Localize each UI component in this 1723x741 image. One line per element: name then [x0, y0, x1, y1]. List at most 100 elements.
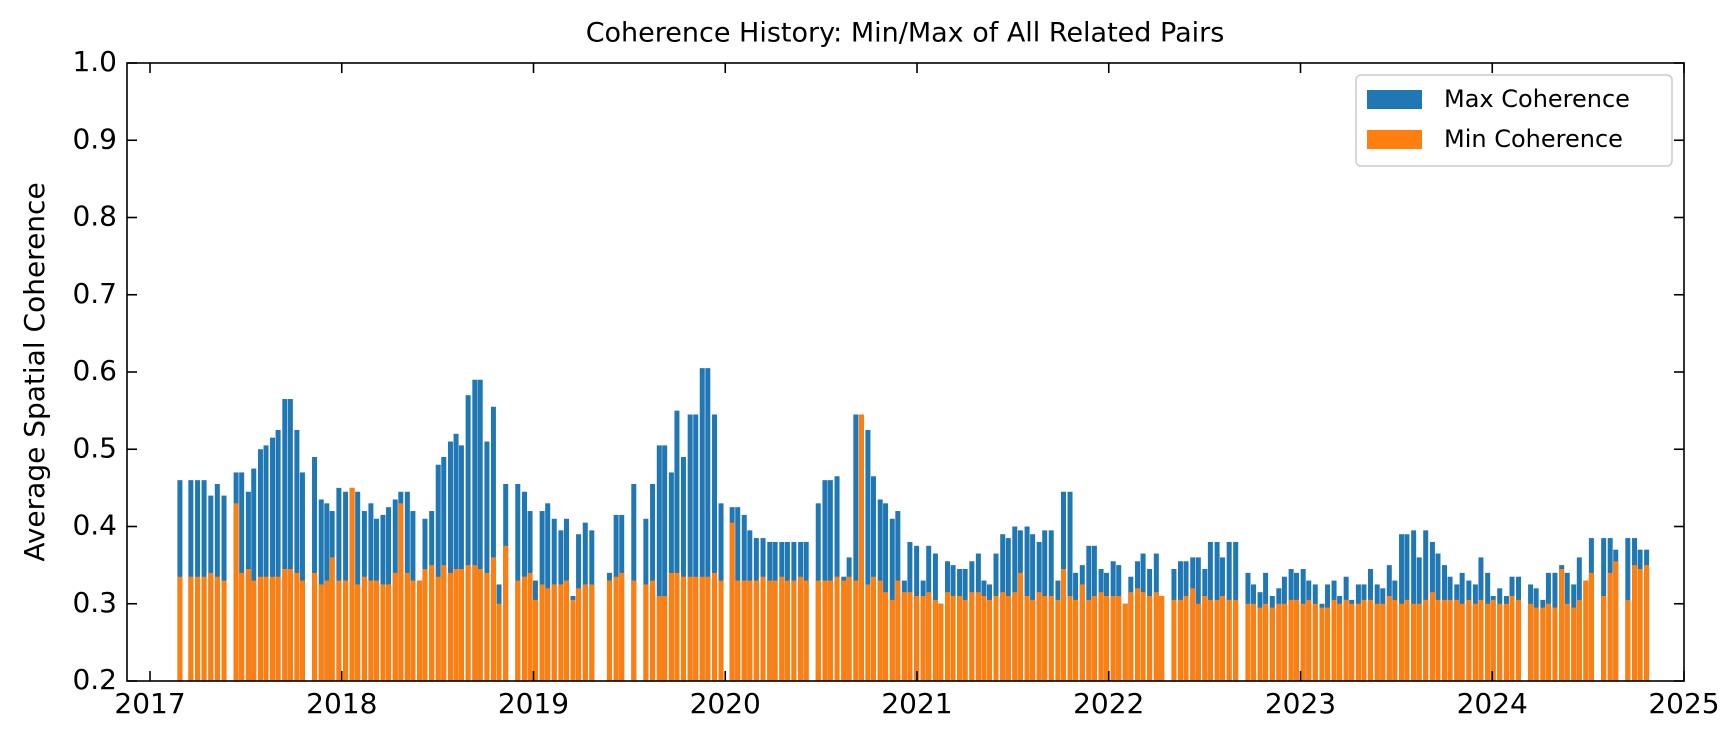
bar [1466, 599, 1472, 681]
bar [392, 572, 398, 681]
bar [1135, 588, 1141, 681]
bar [1000, 592, 1006, 681]
bar [1509, 596, 1515, 681]
legend-swatch [1367, 130, 1422, 149]
bar [1319, 607, 1325, 681]
bar [680, 576, 686, 681]
bar [503, 545, 509, 681]
bar [1312, 603, 1318, 681]
bar [1293, 599, 1299, 681]
bar [901, 592, 907, 681]
bar [606, 580, 612, 681]
bar [380, 584, 386, 681]
bar [1226, 599, 1232, 681]
bar [417, 580, 423, 681]
bar [1086, 599, 1092, 681]
bar [1103, 596, 1109, 681]
bar [1202, 596, 1208, 681]
bar [1288, 599, 1294, 681]
bar [532, 599, 538, 681]
bar [712, 572, 718, 681]
bar [1159, 596, 1165, 681]
bar [404, 572, 410, 681]
bar [920, 596, 926, 681]
bar [1067, 596, 1073, 681]
bar [1171, 599, 1177, 681]
bar [779, 576, 785, 681]
bar [1337, 603, 1343, 681]
bar [656, 596, 662, 681]
bar [753, 580, 759, 681]
bar [1516, 599, 1522, 681]
bar [853, 580, 859, 681]
bar [668, 572, 674, 681]
bar [558, 584, 564, 681]
bar [1404, 599, 1410, 681]
bar [239, 572, 245, 681]
bar [447, 572, 453, 681]
bar [287, 399, 293, 681]
bar [1583, 580, 1589, 681]
bar [1042, 596, 1048, 681]
bar [299, 472, 305, 681]
bar [299, 580, 305, 681]
bar [1423, 599, 1429, 681]
bar [1061, 568, 1067, 681]
bar [1613, 561, 1619, 681]
bar [1564, 603, 1570, 681]
bar [1355, 603, 1361, 681]
bar [662, 596, 668, 681]
x-tick-label: 2020 [690, 687, 761, 720]
bar [465, 395, 471, 681]
bar [1367, 599, 1373, 681]
bar [270, 576, 276, 681]
bar [233, 503, 239, 681]
bar [1067, 491, 1073, 681]
y-tick-label: 0.9 [72, 122, 117, 155]
bar [1257, 607, 1263, 681]
bar [484, 572, 490, 681]
bar [1607, 572, 1613, 681]
bar [674, 572, 680, 681]
bar [1177, 599, 1183, 681]
bar [662, 445, 668, 681]
bar [1306, 599, 1312, 681]
bar [251, 580, 257, 681]
bar [221, 580, 227, 681]
bar [1024, 596, 1030, 681]
bar [1380, 603, 1386, 681]
bar [361, 576, 367, 681]
bar [429, 565, 435, 681]
bar [680, 456, 686, 681]
bar [422, 568, 428, 681]
bar [312, 572, 318, 681]
bar [515, 580, 521, 681]
x-tick-label: 2023 [1265, 687, 1336, 720]
bar [957, 596, 963, 681]
bar [1030, 599, 1036, 681]
bar [177, 576, 183, 681]
bar [815, 580, 821, 681]
bar [803, 580, 809, 681]
bar [674, 410, 680, 681]
bar [1140, 592, 1146, 681]
bar [484, 441, 490, 681]
bar [1361, 599, 1367, 681]
x-tick-label: 2017 [114, 687, 185, 720]
bar [1331, 599, 1337, 681]
x-tick-label: 2021 [881, 687, 952, 720]
bar [1048, 596, 1054, 681]
bar [1128, 592, 1134, 681]
bar [1588, 572, 1594, 681]
bar [576, 588, 582, 681]
bar [865, 429, 871, 681]
bar [699, 576, 705, 681]
x-tick-label: 2018 [306, 687, 377, 720]
bar [589, 584, 595, 681]
bar [527, 572, 533, 681]
bar [986, 599, 992, 681]
bar [195, 576, 201, 681]
bar [1552, 607, 1558, 681]
bar [1343, 599, 1349, 681]
bar [981, 596, 987, 681]
